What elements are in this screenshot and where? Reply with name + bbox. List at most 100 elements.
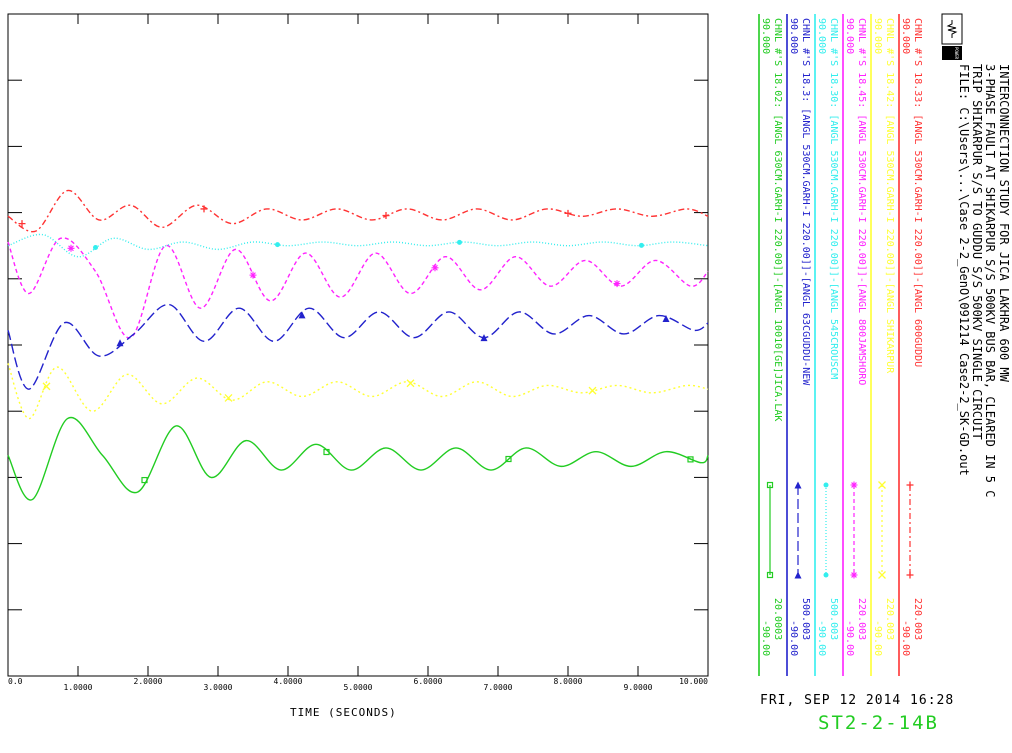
series-marker: [878, 481, 886, 489]
series-group: [7, 189, 709, 233]
legend-scale: 500.003: [800, 598, 811, 640]
legend-channel-name: CHNL #'S 18.02: [ANGL 630CM.GARH-I 220.0…: [772, 18, 783, 421]
legend-scale: 20.0003: [772, 598, 783, 640]
x-tick-label: 7.0000: [484, 683, 513, 692]
header-block: POWER PLANNERS INTERNATIONAL INTERCONNECT…: [941, 13, 1011, 497]
series-marker: [823, 482, 829, 488]
series-marker: [116, 339, 124, 347]
series-marker: [823, 572, 829, 578]
series-line: [7, 237, 709, 339]
legend-ymax: 90.000: [900, 18, 911, 54]
x-tick-label: 9.0000: [624, 683, 653, 692]
x-tick-label: 3.0000: [204, 683, 233, 692]
x-tick-labels: 0.0 1.0000 2.0000 3.0000 4.0000 5.0000 6.0000 7…: [8, 677, 708, 692]
series-marker: [382, 212, 390, 220]
legend-scale: 220.003: [856, 598, 867, 640]
series-marker: [480, 334, 488, 342]
series-marker: [275, 242, 280, 248]
header-line-3: TRIP SHIKARPUR S/S TO GUDDU S/S 500KV SI…: [970, 64, 984, 440]
logo-text: POWER PLANNERS INTERNATIONAL: [954, 47, 959, 115]
legend-ymin: -90.00: [760, 620, 771, 656]
legend-ymax: 90.000: [760, 18, 771, 54]
x-tick-label: 6.0000: [414, 677, 443, 686]
legend-ymax: 90.000: [872, 18, 883, 54]
series-group: [7, 363, 709, 420]
series-line: [7, 189, 709, 233]
legend-scale: 220.003: [912, 598, 923, 640]
waveform-icon: [946, 20, 958, 38]
x-tick-label: 8.0000: [554, 677, 583, 686]
legend-channel-name: CHNL #'S 18.33: [ANGL 530CM.GARH-I 220.0…: [912, 18, 923, 367]
legend-ymin: -90.00: [844, 620, 855, 656]
legend-channel-name: CHNL #'S 18.42: [ANGL 530CM.GARH-I 220.0…: [884, 18, 895, 374]
run-date: FRI, SEP 12 2014 16:28: [760, 693, 955, 708]
series-marker: [564, 209, 572, 217]
legend-strip: 90.000 CHNL #'S 18.42: [ANGL 530CM.GARH-I…: [870, 14, 895, 676]
x-tick-label: 10.000: [679, 677, 708, 686]
case-id: ST2-2-14B: [818, 712, 939, 734]
series-marker: [224, 394, 233, 402]
series-marker: [906, 571, 914, 579]
legend-strip: 90.000 CHNL #'S 18.02: [ANGL 630CM.GARH-I…: [758, 14, 783, 676]
x-tick-label: 2.0000: [134, 677, 163, 686]
legend-channel-name: CHNL #'S 18.45: [ANGL 530CM.GARH-I 220.0…: [856, 18, 867, 385]
series-marker: [794, 481, 802, 489]
header-title: INTERCONNECTION STUDY FOR JICA LAKHRA 60…: [997, 64, 1011, 383]
plot-axes: [7, 13, 709, 677]
series-marker: [794, 571, 802, 579]
legend-ymax: 90.000: [816, 18, 827, 54]
series-lines: [7, 189, 709, 501]
legend-ymin: -90.00: [788, 620, 799, 656]
plot-frame: [7, 13, 709, 677]
legend-strip: 90.000 CHNL #'S 18.33: [ANGL 530CM.GARH-I…: [898, 14, 923, 676]
series-marker: [766, 481, 774, 489]
series-line: [7, 303, 709, 390]
series-marker: [505, 455, 512, 463]
series-group: [7, 237, 709, 339]
legend-ymin: -90.00: [816, 620, 827, 656]
x-axis-label: TIME (SECONDS): [290, 706, 397, 719]
series-marker: [141, 476, 148, 484]
series-group: [7, 233, 709, 258]
legend-strips: 90.000 CHNL #'S 18.33: [ANGL 530CM.GARH-I…: [758, 14, 923, 676]
series-marker: [662, 315, 670, 323]
series-marker: [18, 220, 26, 228]
legend-strip: 90.000 CHNL #'S 18.45: [ANGL 530CM.GARH-I…: [842, 14, 867, 676]
header-line-2: 3-PHASE FAULT AT SHIKARPUR S/S 500KV BUS…: [983, 64, 997, 497]
series-line: [7, 233, 709, 258]
legend-ymax: 90.000: [844, 18, 855, 54]
series-marker: [406, 379, 415, 388]
x-tick-label: 0.0: [8, 677, 23, 686]
series-marker: [850, 571, 858, 579]
legend-channel-name: CHNL #'S 18.3: [ANGL 530CM.GARH-I 220.00…: [800, 18, 811, 386]
x-tick-label: 5.0000: [344, 683, 373, 692]
series-marker: [639, 242, 644, 248]
series-group: [7, 416, 709, 501]
series-marker: [323, 448, 330, 456]
series-marker: [200, 205, 208, 213]
series-line: [7, 363, 709, 420]
series-line: [7, 416, 709, 501]
series-marker: [298, 311, 306, 319]
series-marker: [613, 280, 621, 288]
series-marker: [687, 456, 694, 463]
legend-ymax: 90.000: [788, 18, 799, 54]
series-marker: [249, 271, 257, 279]
legend-channel-name: CHNL #'S 18.30: [ANGL 530CM.GARH-I 220.0…: [828, 18, 839, 379]
series-marker: [431, 264, 439, 272]
legend-strip: 90.000 CHNL #'S 18.3: [ANGL 530CM.GARH-I …: [786, 14, 811, 676]
series-marker: [42, 382, 51, 391]
legend-scale: 220.003: [884, 598, 895, 640]
series-marker: [67, 244, 75, 252]
series-group: [7, 303, 709, 390]
x-tick-label: 4.0000: [274, 677, 303, 686]
x-tick-label: 1.0000: [64, 683, 93, 692]
legend-scale: 500.003: [828, 598, 839, 640]
series-marker: [93, 245, 98, 251]
series-marker: [766, 571, 774, 579]
logo-badge: [942, 46, 962, 60]
header-line-4: FILE: C:\Users\...\Case 2-2_GenO\091214 …: [957, 64, 971, 476]
legend-strip: 90.000 CHNL #'S 18.30: [ANGL 530CM.GARH-I…: [814, 14, 839, 676]
legend-ymin: -90.00: [872, 620, 883, 656]
